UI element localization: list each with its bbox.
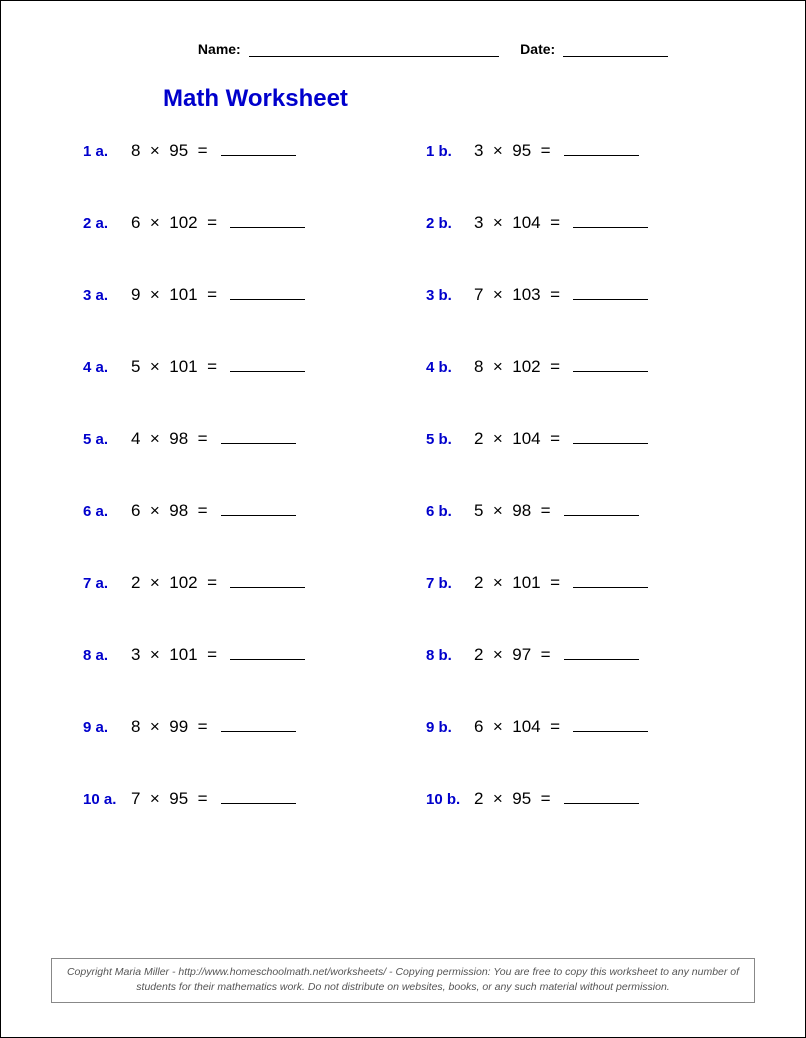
problem: 8 a.3 × 101 = [83,645,412,665]
problem-expression: 2 × 101 = [474,573,569,593]
answer-blank[interactable] [573,371,648,372]
worksheet-page: Name: Date: Math Worksheet 1 a.8 × 95 = … [1,1,805,829]
problem: 3 b.7 × 103 = [426,285,755,305]
answer-blank[interactable] [230,659,305,660]
problem: 7 a.2 × 102 = [83,573,412,593]
problem-label: 10 b. [426,791,474,808]
problem-expression: 4 × 98 = [131,429,217,449]
problem-expression: 8 × 95 = [131,141,217,161]
answer-blank[interactable] [230,587,305,588]
problem: 1 a.8 × 95 = [83,141,412,161]
page-title: Math Worksheet [163,85,755,113]
problem: 8 b.2 × 97 = [426,645,755,665]
problem: 5 b.2 × 104 = [426,429,755,449]
problem-label: 8 b. [426,647,474,664]
problem: 6 a.6 × 98 = [83,501,412,521]
problem-expression: 6 × 104 = [474,717,569,737]
problem: 7 b.2 × 101 = [426,573,755,593]
problem-label: 10 a. [83,791,131,808]
name-blank[interactable] [249,56,499,57]
answer-blank[interactable] [221,803,296,804]
problem: 2 b.3 × 104 = [426,213,755,233]
problem: 3 a.9 × 101 = [83,285,412,305]
problem-label: 5 b. [426,431,474,448]
problem: 10 b.2 × 95 = [426,789,755,809]
problem-expression: 9 × 101 = [131,285,226,305]
date-blank[interactable] [563,56,668,57]
problem-expression: 2 × 95 = [474,789,560,809]
problem: 10 a.7 × 95 = [83,789,412,809]
problem-label: 4 a. [83,359,131,376]
problem: 4 a.5 × 101 = [83,357,412,377]
answer-blank[interactable] [230,371,305,372]
date-label: Date: [520,41,555,57]
problem-label: 7 b. [426,575,474,592]
problem-label: 2 b. [426,215,474,232]
problem-expression: 7 × 103 = [474,285,569,305]
problem-label: 4 b. [426,359,474,376]
problem-label: 9 b. [426,719,474,736]
problem: 2 a.6 × 102 = [83,213,412,233]
problem-label: 3 a. [83,287,131,304]
answer-blank[interactable] [573,443,648,444]
answer-blank[interactable] [221,155,296,156]
problem-expression: 6 × 102 = [131,213,226,233]
answer-blank[interactable] [564,803,639,804]
problem-expression: 8 × 99 = [131,717,217,737]
problem-label: 7 a. [83,575,131,592]
problem: 9 b.6 × 104 = [426,717,755,737]
problem-label: 8 a. [83,647,131,664]
problem-label: 1 b. [426,143,474,160]
problem: 1 b.3 × 95 = [426,141,755,161]
problem-expression: 3 × 101 = [131,645,226,665]
problem-expression: 5 × 98 = [474,501,560,521]
problem-expression: 2 × 97 = [474,645,560,665]
problem-expression: 3 × 104 = [474,213,569,233]
problem-expression: 5 × 101 = [131,357,226,377]
answer-blank[interactable] [221,515,296,516]
problem: 6 b.5 × 98 = [426,501,755,521]
problem-expression: 2 × 102 = [131,573,226,593]
problem-label: 1 a. [83,143,131,160]
problem-label: 2 a. [83,215,131,232]
problems-grid: 1 a.8 × 95 = 1 b.3 × 95 = 2 a.6 × 102 = … [83,141,755,809]
answer-blank[interactable] [230,299,305,300]
header: Name: Date: [111,41,755,57]
problem-label: 6 b. [426,503,474,520]
answer-blank[interactable] [221,443,296,444]
problem-label: 3 b. [426,287,474,304]
problem: 4 b.8 × 102 = [426,357,755,377]
problem: 5 a.4 × 98 = [83,429,412,449]
problem-expression: 7 × 95 = [131,789,217,809]
problem-expression: 8 × 102 = [474,357,569,377]
problem-expression: 6 × 98 = [131,501,217,521]
answer-blank[interactable] [221,731,296,732]
name-label: Name: [198,41,241,57]
answer-blank[interactable] [564,155,639,156]
answer-blank[interactable] [564,659,639,660]
problem-expression: 3 × 95 = [474,141,560,161]
problem-expression: 2 × 104 = [474,429,569,449]
answer-blank[interactable] [573,299,648,300]
answer-blank[interactable] [573,227,648,228]
answer-blank[interactable] [573,731,648,732]
problem-label: 5 a. [83,431,131,448]
problem-label: 9 a. [83,719,131,736]
answer-blank[interactable] [230,227,305,228]
problem-label: 6 a. [83,503,131,520]
answer-blank[interactable] [573,587,648,588]
copyright-footer: Copyright Maria Miller - http://www.home… [51,958,755,1004]
problem: 9 a.8 × 99 = [83,717,412,737]
answer-blank[interactable] [564,515,639,516]
